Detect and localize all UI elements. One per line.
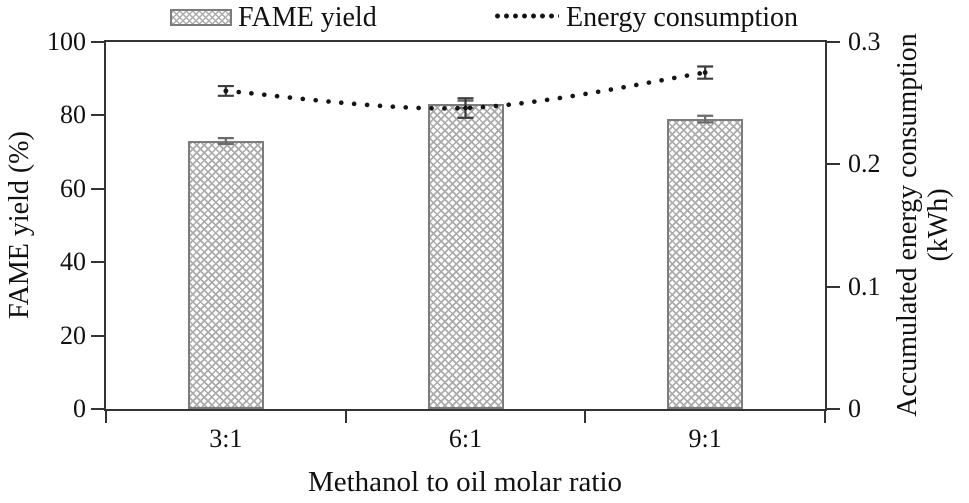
left-axis-tick (91, 408, 104, 410)
left-axis-tick (91, 261, 104, 264)
right-axis-tick-label: 0.1 (848, 271, 881, 301)
dotted-line-swatch (493, 12, 559, 20)
right-axis-title-line1: Accumulated energy consumption (892, 33, 923, 417)
energy-data-point (223, 88, 229, 94)
energy-data-point (463, 105, 468, 111)
bar-3:1 (187, 141, 264, 409)
x-axis-title: Methanol to oil molar ratio (307, 466, 623, 498)
left-axis-tick-label: 20 (60, 320, 86, 350)
x-axis-tick-label: 3:1 (209, 424, 243, 453)
left-axis-tick (91, 114, 104, 117)
x-axis-tick (344, 411, 347, 423)
energy-data-point (702, 70, 708, 75)
left-axis-title: FAME yield (%) (4, 131, 35, 319)
left-axis-tick-label: 60 (60, 173, 86, 203)
x-axis-tick-label: 9:1 (688, 424, 722, 453)
left-axis-tick-label: 0 (73, 394, 86, 423)
legend-label-fame-yield: FAME yield (238, 2, 377, 33)
right-axis-tick (827, 285, 840, 288)
right-axis-title-line2: (kWh) (923, 188, 954, 262)
right-axis-tick-label: 0 (848, 394, 861, 423)
left-axis-tick-label: 100 (47, 27, 86, 56)
right-axis-tick-label: 0.2 (848, 149, 881, 179)
x-axis-tick (105, 411, 107, 423)
left-axis-tick (91, 41, 104, 43)
right-axis-tick (827, 408, 840, 410)
energy-consumption-dotted-line (223, 70, 708, 111)
legend-label-energy-consumption: Energy consumption (566, 2, 799, 33)
right-axis-title: Accumulated energy consumption (kWh) (892, 33, 954, 417)
x-axis-tick (584, 411, 587, 423)
bar-9:1 (667, 119, 744, 409)
bar-pattern-swatch (170, 9, 232, 26)
right-axis-tick-label: 0.3 (848, 27, 881, 56)
left-axis-tick (91, 334, 104, 337)
right-axis-tick (827, 41, 840, 43)
left-axis-tick (91, 187, 104, 190)
x-axis-tick (824, 411, 826, 423)
series-overlay (217, 65, 714, 146)
left-axis-tick-label: 40 (60, 247, 86, 277)
left-axis-tick-label: 80 (60, 100, 86, 130)
plot-area (104, 40, 827, 411)
right-axis-tick (827, 163, 840, 166)
x-axis-tick-label: 6:1 (448, 424, 483, 453)
